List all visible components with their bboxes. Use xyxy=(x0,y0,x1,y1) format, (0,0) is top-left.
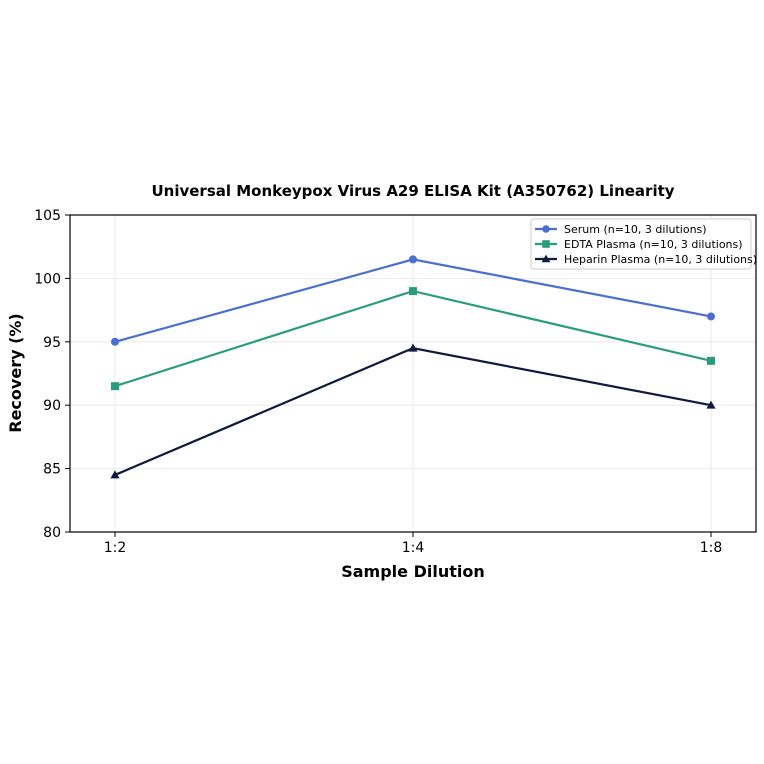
data-point xyxy=(110,470,120,479)
data-point xyxy=(706,400,716,409)
y-axis-label: Recovery (%) xyxy=(6,313,25,432)
y-tick-label: 105 xyxy=(34,208,61,224)
series-2 xyxy=(111,287,715,391)
y-tick-label: 95 xyxy=(43,335,61,351)
x-tick-label: 1:2 xyxy=(104,540,127,556)
series-1 xyxy=(111,255,715,346)
legend: Serum (n=10, 3 dilutions) EDTA Plasma (n=… xyxy=(530,218,757,270)
x-axis-label: Sample Dilution xyxy=(341,562,485,581)
series-3 xyxy=(110,343,716,479)
legend-marker xyxy=(542,240,550,248)
x-tick-label: 1:8 xyxy=(700,540,723,556)
x-tick-label: 1:4 xyxy=(402,540,425,556)
data-point xyxy=(707,312,715,321)
legend-label: Serum (n=10, 3 dilutions) xyxy=(564,223,707,236)
y-axis: 80 85 90 95 100 105 xyxy=(34,208,70,541)
chart-title: Universal Monkeypox Virus A29 ELISA Kit … xyxy=(151,182,674,200)
data-point xyxy=(111,382,119,391)
y-tick-label: 90 xyxy=(43,398,61,414)
data-point xyxy=(409,255,417,264)
y-tick-label: 85 xyxy=(43,462,61,478)
legend-label: EDTA Plasma (n=10, 3 dilutions) xyxy=(564,238,743,251)
series-group xyxy=(110,255,716,479)
legend-marker xyxy=(542,225,550,233)
legend-box xyxy=(530,218,752,270)
legend-label: Heparin Plasma (n=10, 3 dilutions) xyxy=(564,253,757,266)
y-tick-label: 80 xyxy=(43,525,61,541)
y-tick-label: 100 xyxy=(34,271,61,287)
data-point xyxy=(409,287,417,296)
data-point xyxy=(408,343,418,352)
data-point xyxy=(111,337,119,346)
legend-marker xyxy=(541,254,551,263)
x-axis: 1:2 1:4 1:8 xyxy=(104,532,723,556)
data-point xyxy=(707,356,715,365)
